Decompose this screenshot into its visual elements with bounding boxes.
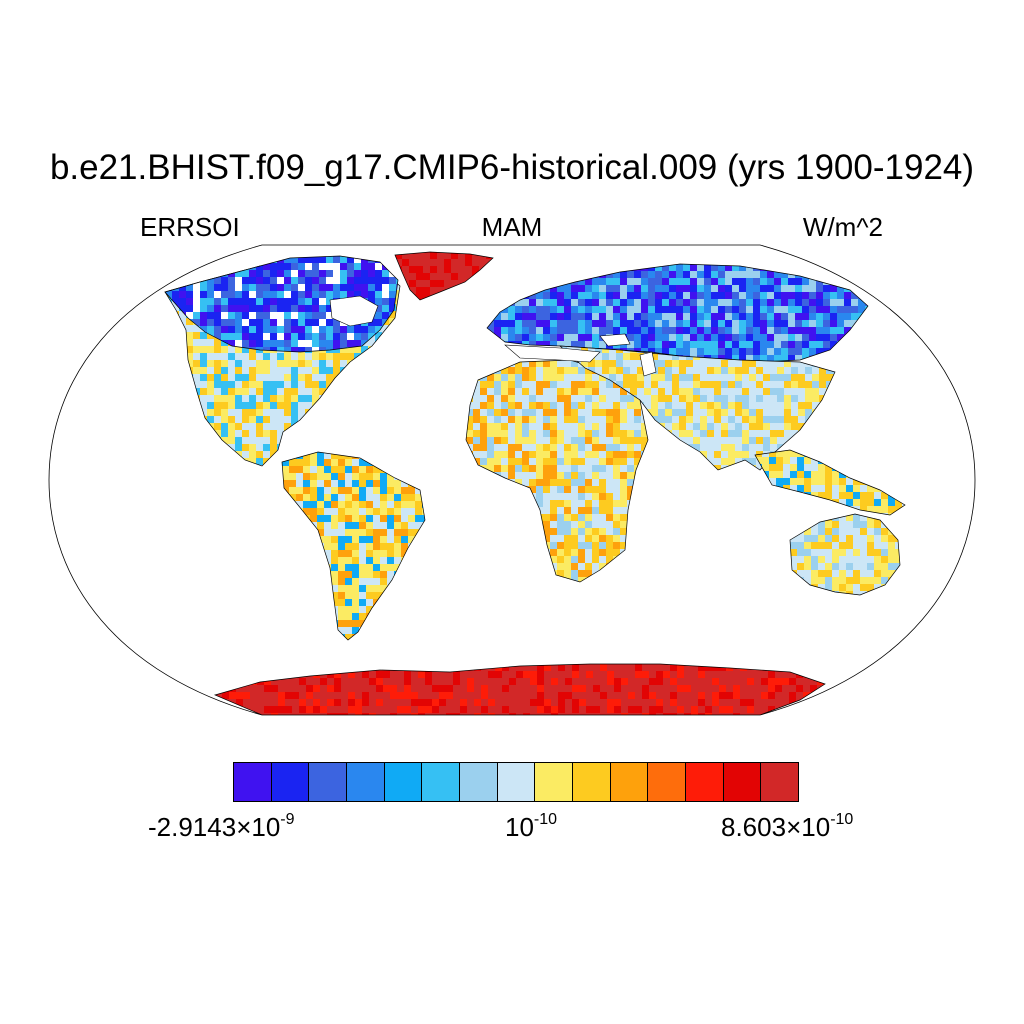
colorbar-swatch	[309, 762, 347, 802]
season-label: MAM	[481, 212, 543, 242]
variable-label: ERRSOI	[140, 212, 240, 242]
colorbar-swatch	[384, 762, 423, 802]
units-label: W/m^2	[802, 212, 883, 242]
colorbar-label-mid: 10-10	[505, 811, 558, 842]
coastline-canada-arctic	[164, 255, 399, 353]
mediterranean-sea	[504, 344, 601, 363]
colorbar-swatch	[422, 762, 460, 802]
colorbar-swatch	[761, 762, 799, 802]
colorbar-swatch	[459, 762, 498, 802]
colorbar-swatch	[497, 762, 536, 802]
colorbar-swatch	[233, 762, 272, 802]
coastline-south-america	[281, 451, 426, 641]
coastline-antarctica	[213, 663, 826, 715]
colorbar-swatch	[572, 762, 611, 802]
colorbar-swatch	[685, 762, 724, 802]
colorbar-swatch	[723, 762, 762, 802]
coastline-greenland	[394, 251, 494, 301]
colorbar	[233, 762, 799, 802]
colorbar-label-min: -2.9143×10-9	[148, 811, 295, 842]
caspian-sea	[639, 351, 657, 377]
colorbar-swatch	[610, 762, 649, 802]
black-sea	[599, 333, 631, 347]
plot-title: b.e21.BHIST.f09_g17.CMIP6-historical.009…	[49, 148, 975, 187]
coastline-middle-east-asia	[558, 345, 836, 471]
colorbar-swatch	[648, 762, 686, 802]
hudson-bay	[329, 295, 379, 327]
colorbar-label-max: 8.603×10-10	[721, 811, 854, 842]
colorbar-swatch	[346, 762, 385, 802]
coastline-australia	[789, 513, 901, 596]
colorbar-swatch	[535, 762, 573, 802]
colorbar-swatch	[271, 762, 310, 802]
coastline-southeast-asia	[754, 449, 906, 516]
mosaic-antarctica	[215, 664, 825, 715]
